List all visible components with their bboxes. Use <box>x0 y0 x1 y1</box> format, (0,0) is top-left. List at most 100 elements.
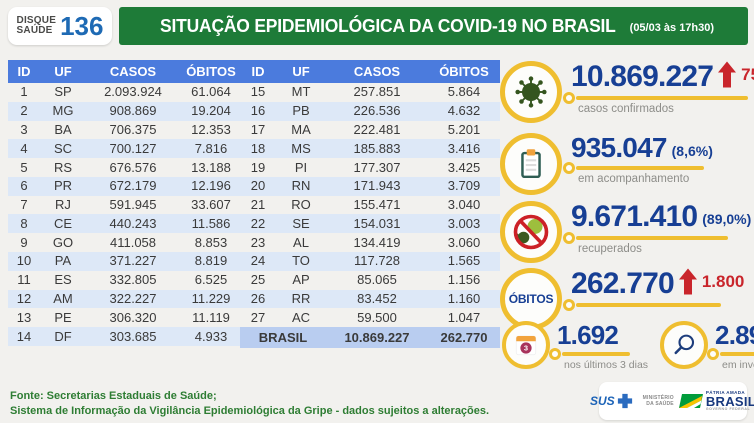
cell: 12 <box>16 290 32 306</box>
stat-monitoring: 935.047 (8,6%) em acompanhamento <box>500 133 713 195</box>
state-row: 8 CE 440.243 11.586 <box>8 214 242 234</box>
cell: 1.565 <box>447 253 481 269</box>
brand-bottom-label: GOVERNO FEDERAL <box>705 407 751 411</box>
cell: 18 <box>250 140 266 156</box>
cell: 15 <box>250 84 266 100</box>
confirmed-delta: 75.495 <box>741 65 754 84</box>
ministry-label: MINISTÉRIO DA SAÚDE <box>642 394 674 408</box>
cell: RO <box>291 197 311 213</box>
underline <box>563 299 721 311</box>
cell: 8.853 <box>194 234 228 250</box>
cell: 11 <box>17 272 31 288</box>
confirmed-value: 10.869.227 <box>571 60 714 93</box>
cell: 12.196 <box>191 178 231 194</box>
brand-top-label: PÁTRIA AMADA <box>705 389 746 395</box>
column-header: ID <box>240 60 276 83</box>
cell: 3.709 <box>447 178 481 194</box>
cell: RJ <box>55 197 71 213</box>
cell: 4.933 <box>194 328 228 344</box>
cell: ES <box>54 272 72 288</box>
cell: 155.471 <box>353 197 401 213</box>
cell: 371.227 <box>109 253 157 269</box>
cell: PE <box>54 309 72 325</box>
cell: 672.179 <box>109 178 157 194</box>
underline <box>707 348 754 360</box>
disque-saude-logo: DISQUE SAÚDE 136 <box>8 7 112 45</box>
cell: DF <box>54 328 72 344</box>
state-row: 6 PR 672.179 12.196 <box>8 176 242 196</box>
investigation-value: 2.892 <box>715 320 754 350</box>
cell: PA <box>54 253 72 269</box>
source-note: Fonte: Secretarias Estaduais de Saúde; S… <box>10 389 489 420</box>
cell: AM <box>53 290 73 306</box>
cell: 257.851 <box>353 84 401 100</box>
svg-text:3: 3 <box>524 344 528 353</box>
cell: 59.500 <box>357 309 397 325</box>
government-logos: SUS MINISTÉRIO DA SAÚDE PÁTRIA AMADA BRA… <box>590 382 754 420</box>
cell: 85.065 <box>357 272 397 288</box>
table-header-row: ID UF CASOS ÓBITOS <box>240 60 500 83</box>
stat-recovered: 9.671.410 (89,0%) recuperados <box>500 201 751 263</box>
cell: 3.040 <box>447 197 481 213</box>
brasil-flag-icon <box>678 394 703 408</box>
recent-deaths-value: 1.692 <box>557 320 619 350</box>
state-row: 1 SP 2.093.924 61.064 <box>8 83 242 102</box>
cell: 8 <box>20 215 28 231</box>
state-row: 10 PA 371.227 8.819 <box>8 252 242 271</box>
cell: SP <box>54 84 72 100</box>
state-row: 3 BA 706.375 12.353 <box>8 121 242 140</box>
cell: 25 <box>250 272 266 288</box>
cell: 706.375 <box>109 121 157 137</box>
no-virus-icon <box>500 201 562 263</box>
state-row: 4 SC 700.127 7.816 <box>8 139 242 159</box>
cell: 16 <box>250 103 266 119</box>
page-title: SITUAÇÃO EPIDEMIOLÓGICA DA COVID-19 NO B… <box>159 15 616 36</box>
cell: 322.227 <box>109 290 157 306</box>
cell: 12.353 <box>191 121 231 137</box>
cell: 177.307 <box>353 159 401 175</box>
cell: PB <box>292 103 310 119</box>
underline <box>563 162 704 174</box>
states-table-left: ID UF CASOS ÓBITOS 1 SP 2.093.924 61.064 2 MG 908… <box>8 60 242 346</box>
source-line1: Fonte: Secretarias Estaduais de Saúde; <box>10 390 217 402</box>
state-row: 5 RS 676.576 13.188 <box>8 158 242 177</box>
cell: PI <box>294 159 308 175</box>
underline <box>563 92 748 104</box>
state-row: 7 RJ 591.945 33.607 <box>8 196 242 215</box>
stat-investigation: 2.892 em investigação <box>660 321 754 371</box>
cell: 26 <box>250 290 266 306</box>
stat-confirmed-cases: 10.869.227 75.495 casos confirmados <box>500 61 754 123</box>
cell: 20 <box>250 178 266 194</box>
brasil-total-row: BRASIL 10.869.227 262.770 <box>240 327 500 349</box>
recovered-pct: (89,0%) <box>702 211 752 227</box>
cell: 2.093.924 <box>104 84 162 100</box>
states-table-right: ID UF CASOS ÓBITOS 15 MT 257.851 5.864 16 PB 226.… <box>240 60 500 349</box>
disque-saude-label: DISQUE SAÚDE <box>17 16 57 36</box>
cell: 83.452 <box>357 290 397 306</box>
brasil-government-logo: PÁTRIA AMADA BRASIL GOVERNO FEDERAL <box>678 389 754 412</box>
logo-line2: SAÚDE <box>16 25 53 36</box>
cell: 27 <box>250 309 266 325</box>
cell: 440.243 <box>109 215 157 231</box>
cell: 411.058 <box>109 234 157 250</box>
cell: 7 <box>20 197 28 213</box>
up-arrow-icon <box>678 268 697 295</box>
cell: MA <box>291 121 311 137</box>
investigation-label: em investigação <box>722 359 754 371</box>
virus-icon <box>500 61 562 123</box>
recovered-label: recuperados <box>578 243 642 255</box>
monitoring-pct: (8,6%) <box>671 143 713 159</box>
report-datetime: (05/03 às 17h30) <box>629 22 715 34</box>
deaths-badge: ÓBITOS <box>508 292 554 306</box>
cell: MS <box>291 140 311 156</box>
stat-recent-deaths: 3 1.692 nos últimos 3 dias <box>502 321 648 371</box>
source-line2: Sistema de Informação da Vigilância Epid… <box>10 405 490 418</box>
total-label: BRASIL <box>240 327 326 349</box>
state-row: 25 AP 85.065 1.156 <box>240 271 500 290</box>
stat-bottom-row: 3 1.692 nos últimos 3 dias 2.892 <box>502 321 754 371</box>
cell: 171.943 <box>353 178 401 194</box>
cell: 8.819 <box>194 253 228 269</box>
cell: 6 <box>20 178 28 194</box>
stat-deaths: ÓBITOS 262.770 1.800 <box>500 268 744 330</box>
